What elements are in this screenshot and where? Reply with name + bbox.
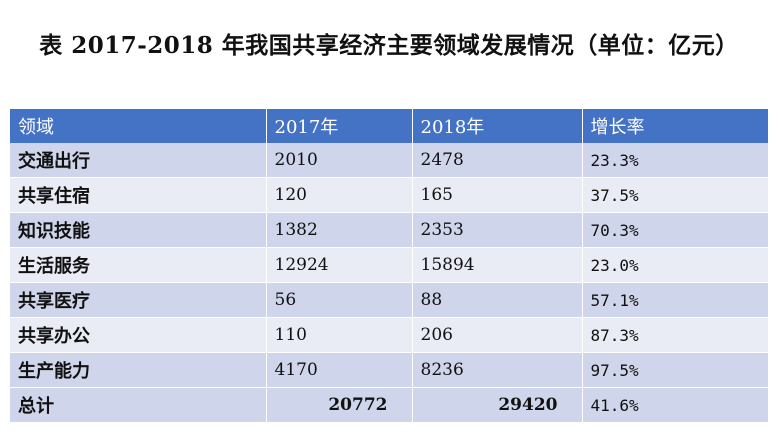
total-growth-rate: 41.6% [582, 387, 769, 423]
row-2017-value: 110 [266, 317, 413, 353]
row-2017-value: 4170 [266, 352, 413, 388]
row-growth-rate: 87.3% [582, 317, 769, 353]
row-2018-value: 8236 [412, 352, 583, 388]
header-2017: 2017年 [266, 109, 413, 143]
table-row: 共享办公 110 206 87.3% [10, 317, 769, 353]
row-growth-rate: 37.5% [582, 177, 769, 213]
table-title: 表 2017-2018 年我国共享经济主要领域发展情况（单位：亿元） [39, 32, 739, 59]
row-2018-value: 2478 [412, 143, 583, 178]
row-domain: 生活服务 [10, 247, 267, 283]
header-growth: 增长率 [582, 109, 769, 143]
row-growth-rate: 23.0% [582, 247, 769, 283]
row-2017-value: 1382 [266, 212, 413, 248]
row-growth-rate: 70.3% [582, 212, 769, 248]
row-2018-value: 165 [412, 177, 583, 213]
row-growth-rate: 97.5% [582, 352, 769, 388]
table-header-row: 领域 2017年 2018年 增长率 [10, 109, 769, 143]
row-domain: 生产能力 [10, 352, 267, 388]
table-row: 生产能力 4170 8236 97.5% [10, 352, 769, 388]
row-domain: 交通出行 [10, 143, 267, 178]
row-domain: 共享办公 [10, 317, 267, 353]
header-domain: 领域 [10, 109, 267, 143]
row-2017-value: 12924 [266, 247, 413, 283]
row-2017-value: 2010 [266, 143, 413, 178]
row-2018-value: 15894 [412, 247, 583, 283]
total-2017-value: 20772 [266, 387, 413, 423]
row-2018-value: 206 [412, 317, 583, 353]
row-2017-value: 120 [266, 177, 413, 213]
header-2018: 2018年 [412, 109, 583, 143]
row-2018-value: 88 [412, 282, 583, 318]
table-row: 共享医疗 56 88 57.1% [10, 282, 769, 318]
table-row: 生活服务 12924 15894 23.0% [10, 247, 769, 283]
table-row: 交通出行 2010 2478 23.3% [10, 143, 769, 178]
row-growth-rate: 57.1% [582, 282, 769, 318]
total-2018-value: 29420 [412, 387, 583, 423]
table-row: 共享住宿 120 165 37.5% [10, 177, 769, 213]
row-growth-rate: 23.3% [582, 143, 769, 178]
table-row: 知识技能 1382 2353 70.3% [10, 212, 769, 248]
row-domain: 共享医疗 [10, 282, 267, 318]
row-domain: 知识技能 [10, 212, 267, 248]
total-label: 总计 [10, 387, 267, 423]
row-domain: 共享住宿 [10, 177, 267, 213]
row-2018-value: 2353 [412, 212, 583, 248]
row-2017-value: 56 [266, 282, 413, 318]
data-table: 领域 2017年 2018年 增长率 交通出行 2010 2478 23.3% … [10, 109, 769, 423]
table-total-row: 总计 20772 29420 41.6% [10, 387, 769, 423]
